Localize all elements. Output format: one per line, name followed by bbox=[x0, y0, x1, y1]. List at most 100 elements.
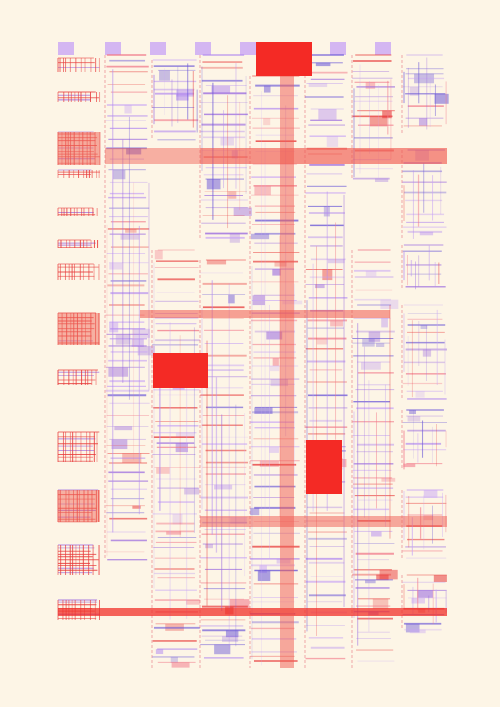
cell bbox=[414, 73, 435, 84]
cell bbox=[376, 343, 385, 347]
cell bbox=[365, 579, 376, 584]
cell bbox=[372, 598, 389, 609]
cell bbox=[132, 505, 141, 509]
band bbox=[200, 148, 447, 164]
cell bbox=[266, 331, 283, 340]
cell bbox=[330, 320, 343, 327]
cell bbox=[327, 259, 345, 264]
cell bbox=[374, 178, 389, 182]
cell bbox=[270, 379, 289, 387]
cell bbox=[126, 148, 142, 155]
cell bbox=[263, 118, 271, 126]
band bbox=[105, 148, 447, 164]
cell bbox=[409, 410, 416, 415]
cell bbox=[381, 318, 388, 328]
cell bbox=[137, 345, 155, 356]
cell bbox=[254, 407, 273, 414]
cell bbox=[415, 150, 429, 161]
cell bbox=[221, 636, 239, 642]
cell bbox=[176, 93, 189, 101]
red-block bbox=[153, 353, 208, 388]
cell bbox=[419, 231, 434, 236]
cell bbox=[376, 574, 389, 581]
block bbox=[58, 313, 100, 345]
cell bbox=[231, 150, 238, 159]
cell bbox=[381, 477, 396, 482]
cell bbox=[269, 365, 280, 372]
cell bbox=[156, 467, 170, 474]
band bbox=[140, 310, 390, 318]
cell bbox=[109, 322, 119, 333]
cell bbox=[308, 83, 328, 88]
red-block bbox=[256, 42, 312, 76]
cell bbox=[405, 623, 420, 633]
cell bbox=[415, 391, 425, 398]
cell bbox=[108, 367, 129, 377]
cell bbox=[433, 575, 447, 582]
cell bbox=[417, 590, 433, 598]
cell bbox=[420, 325, 428, 329]
block bbox=[58, 490, 100, 522]
cell bbox=[211, 85, 231, 93]
cell bbox=[132, 328, 150, 338]
cell bbox=[114, 426, 133, 431]
cell bbox=[314, 284, 325, 289]
cell bbox=[263, 85, 271, 93]
cell bbox=[154, 250, 163, 260]
cell bbox=[233, 207, 252, 216]
cell bbox=[382, 110, 392, 119]
cell bbox=[434, 93, 449, 104]
cell bbox=[409, 629, 426, 634]
cell bbox=[150, 42, 166, 55]
cell bbox=[206, 179, 221, 190]
cell bbox=[250, 233, 270, 240]
cell bbox=[326, 136, 339, 147]
cell bbox=[172, 513, 183, 525]
cell bbox=[323, 206, 330, 217]
cell bbox=[228, 191, 237, 199]
cell bbox=[195, 42, 211, 55]
cell bbox=[214, 644, 231, 655]
cell bbox=[58, 42, 74, 55]
cell bbox=[272, 269, 281, 276]
cell bbox=[229, 599, 250, 609]
cell bbox=[380, 299, 399, 309]
cell bbox=[259, 565, 267, 574]
cell bbox=[422, 349, 432, 357]
block bbox=[58, 132, 100, 165]
cell bbox=[240, 42, 256, 55]
cell bbox=[206, 260, 227, 265]
cell bbox=[220, 137, 234, 146]
cell bbox=[379, 569, 398, 580]
cell bbox=[257, 570, 271, 582]
cell bbox=[254, 185, 271, 196]
cell bbox=[316, 338, 328, 345]
vertical-band bbox=[280, 76, 294, 668]
cell bbox=[409, 86, 419, 96]
cell bbox=[225, 630, 239, 638]
cell bbox=[423, 490, 438, 498]
cell bbox=[171, 662, 190, 668]
cell bbox=[105, 42, 121, 55]
cell bbox=[159, 70, 170, 81]
cell bbox=[368, 331, 381, 342]
accents bbox=[58, 42, 447, 668]
cell bbox=[330, 42, 346, 55]
cell bbox=[166, 531, 182, 535]
cell bbox=[175, 432, 194, 438]
cell bbox=[124, 104, 132, 114]
cell bbox=[205, 544, 213, 549]
cell bbox=[269, 446, 279, 453]
cell bbox=[120, 234, 140, 240]
cell bbox=[125, 228, 137, 233]
cell bbox=[186, 600, 201, 605]
cell bbox=[369, 116, 388, 127]
cell bbox=[113, 169, 126, 180]
cell bbox=[407, 416, 421, 422]
cell bbox=[322, 269, 333, 281]
band bbox=[200, 516, 447, 527]
cell bbox=[315, 62, 331, 67]
cell bbox=[170, 656, 178, 663]
